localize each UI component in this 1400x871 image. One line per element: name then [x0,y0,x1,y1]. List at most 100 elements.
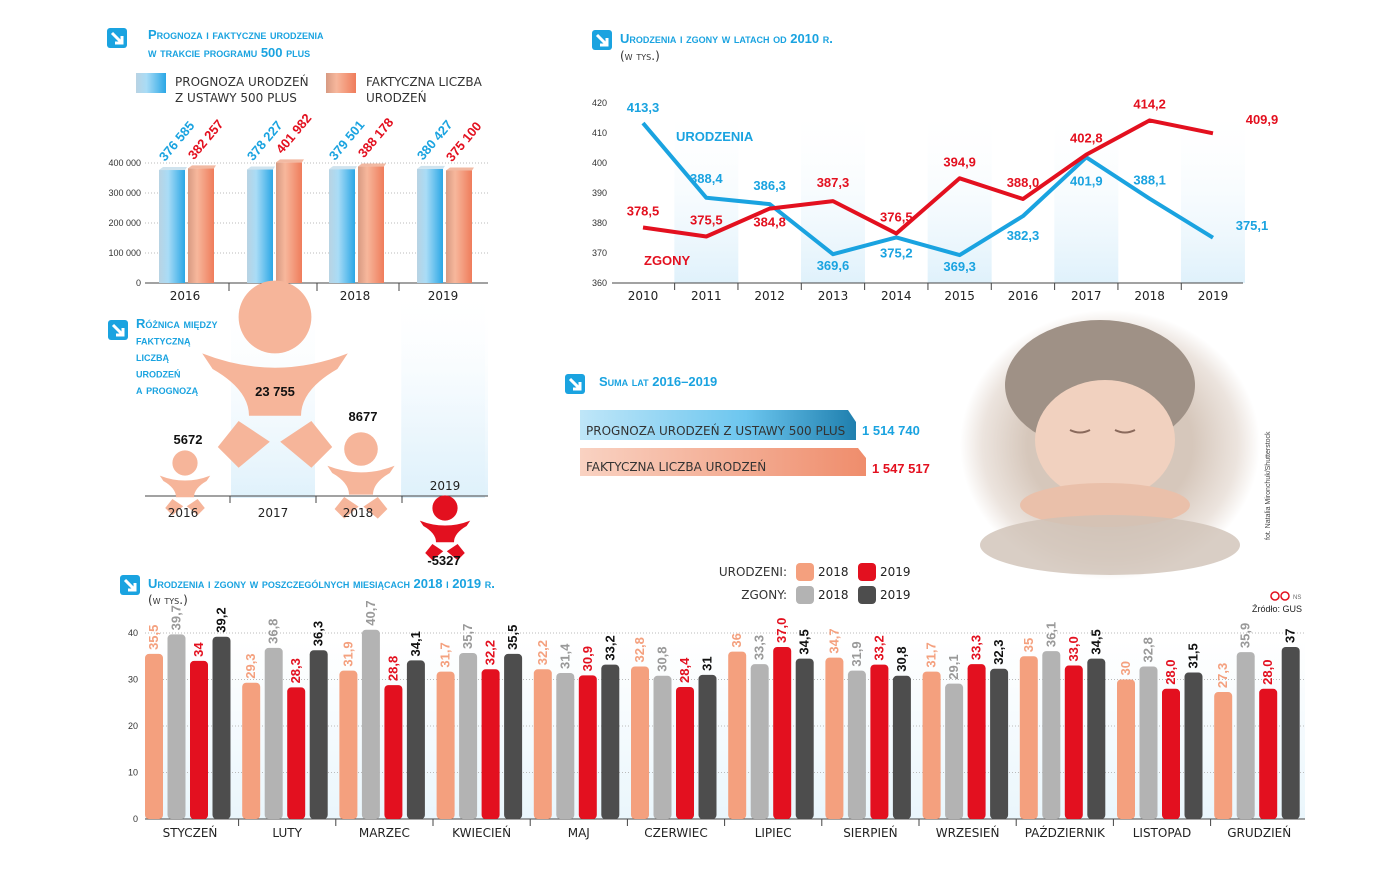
bar-value-label: 33,3 [752,635,767,660]
line-births [641,121,1215,258]
bar-deaths-2019 [795,658,814,819]
bar-value-label: 28,0 [1260,659,1275,684]
bar-value-label: 34 [191,642,206,657]
bar-value-label: 32,3 [991,639,1006,664]
chart5-title: Urodzenia i zgony w poszczególnych miesi… [148,576,495,591]
bar-value-label: 28,0 [1163,659,1178,684]
x-tick-label: 2016 [170,289,201,303]
y-tick-label: 200 000 [108,218,141,228]
sum-bar-actual [580,448,866,476]
bar-forecast [247,169,273,283]
chart4-sum: PROGNOZA URODZEŃ Z USTAWY 500 PLUS 1 514 … [580,410,930,476]
bar-births-2018 [339,670,358,819]
bar-value-label: 33,0 [1066,636,1081,661]
point-value-label: 401,9 [1070,173,1103,188]
bar-actual [446,170,472,283]
x-tick-label: 2014 [881,289,912,303]
photo-credit: fot. Natalia Mironchuk/Shutterstock [1265,431,1272,540]
bar-value-label: 39,2 [214,607,229,632]
difference-value-label: 23 755 [255,384,295,399]
chart1-header: Prognoza i faktyczne urodzenia w trakcie… [107,27,483,105]
x-tick-label: 2018 [1134,289,1165,303]
series-label-births: URODZENIA [676,129,754,144]
bar-value-label: 30,9 [580,646,595,671]
chart2-subtitle: (w tys.) [620,49,660,63]
bar-births-2019 [870,664,889,819]
bar-top [276,159,304,163]
bar-value-label: 37 [1283,628,1298,642]
x-tick-label: CZERWIEC [644,826,707,840]
bar-value-label: 35,9 [1238,623,1253,648]
bar-forecast [329,169,355,283]
point-value-label: 376,5 [880,210,913,225]
bar-value-label: 33,2 [871,635,886,660]
baby-head [432,495,458,521]
x-tick-label: 2019 [428,289,459,303]
bar-value-label: 34,5 [1088,629,1103,654]
bar-value-label: 29,1 [946,654,961,679]
bar-births-2018 [631,666,649,819]
bar-value-label: 32,2 [483,640,498,665]
legend-births-2018: 2018 [818,565,849,579]
point-value-label: 384,8 [753,215,786,230]
arrow-down-right-icon [565,374,585,394]
baby-body [159,475,211,498]
bar-value-label: 28,4 [677,657,692,683]
bar-births-2018 [922,671,941,819]
y-tick-label: 360 [592,278,607,288]
y-tick-label: 390 [592,188,607,198]
bar-value-label: 30 [1118,661,1133,675]
bar-value-label: 34,1 [408,631,423,656]
y-tick-label: 40 [128,628,138,638]
bar-deaths-2019 [601,664,620,819]
chart1-title-line1: Prognoza i faktyczne urodzenia [148,27,324,42]
difference-value-label: -5327 [427,553,460,568]
legend-swatch-deaths-2018 [796,586,814,604]
baby-icon-2017 [202,280,348,468]
difference-value-label: 8677 [349,409,378,424]
legend-births-label: URODZENI: [719,565,787,579]
legend-forecast-line1: PROGNOZA URODZEŃ [175,74,309,89]
bar-deaths-2018 [653,675,672,819]
x-tick-label: 2019 [1198,289,1229,303]
bar-value-label: 35,5 [146,625,161,650]
baby-body [327,465,395,495]
chart2-header: Urodzenia i zgony w latach od 2010 r. (w… [592,30,833,63]
bar-actual [276,162,302,283]
bar-births-2018 [533,669,552,819]
bar-value-label: 30,8 [655,646,670,671]
bar-value-label: 36,8 [266,619,281,644]
chart2-births-deaths-line: 360 370 380 390 400 410 420 2010 2011 2012 2013 201… [592,96,1278,303]
bar-value-label: 37,0 [774,618,789,643]
last-value-label: 375,1 [1236,218,1269,233]
bar-deaths-2019 [892,675,911,819]
bar-value-label: 39,7 [169,605,184,630]
y-tick-label: 0 [136,278,141,288]
legend-deaths-label: ZGONY: [741,588,787,602]
bar-deaths-2019 [212,636,231,819]
x-tick-label: 2011 [691,289,722,303]
x-tick-label: MARZEC [359,826,410,840]
bar-value-label: 31,9 [849,641,864,666]
bar-deaths-2018 [847,670,866,819]
bar-births-2019 [287,687,306,819]
bar-value-label: 32,8 [632,637,647,662]
point-value-label: 375,5 [690,213,723,228]
column-highlight [674,105,739,283]
bar-births-2018 [1214,692,1233,819]
x-tick-label: KWIECIEŃ [452,825,511,840]
arrow-down-right-icon [108,320,128,340]
bar-value-label: 32,8 [1141,637,1156,662]
x-tick-label: 2018 [343,506,374,520]
y-tick-label: 370 [592,248,607,258]
sum-label-actual: FAKTYCZNA LICZBA URODZEŃ [586,459,766,474]
bar-value-label: 36 [729,633,744,647]
point-value-label: 388,0 [1007,175,1040,190]
baby-legs [425,544,465,561]
bar-value-label: 31,7 [924,642,939,667]
bar-births-2019 [578,675,597,819]
baby-body [419,520,471,543]
sum-bar-forecast [580,410,856,440]
